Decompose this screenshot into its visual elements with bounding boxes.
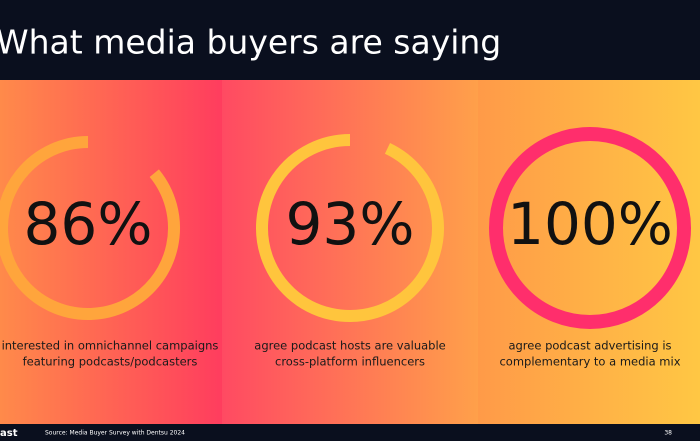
page-number: 38 [664, 430, 672, 437]
progress-ring [489, 127, 691, 330]
stat-description: agree podcast advertising is [508, 339, 671, 353]
stat-description: featuring podcasts/podcasters [23, 355, 198, 369]
stat-value: 100% [507, 190, 673, 258]
stat-description: interested in omnichannel campaigns [2, 339, 219, 353]
title: What media buyers are saying [0, 23, 501, 62]
stat-description: cross-platform influencers [275, 355, 425, 369]
stat-value: 86% [24, 190, 153, 258]
stat-description: agree podcast hosts are valuable [254, 339, 445, 353]
footer-bar [0, 424, 700, 441]
title-bar [0, 0, 700, 80]
stat-description: complementary to a media mix [499, 355, 680, 369]
logo: ast [0, 428, 18, 439]
progress-ring [256, 134, 444, 322]
panel [0, 80, 222, 424]
stat-value: 93% [286, 190, 415, 258]
progress-ring [0, 136, 180, 320]
source: Source: Media Buyer Survey with Dentsu 2… [45, 430, 185, 437]
